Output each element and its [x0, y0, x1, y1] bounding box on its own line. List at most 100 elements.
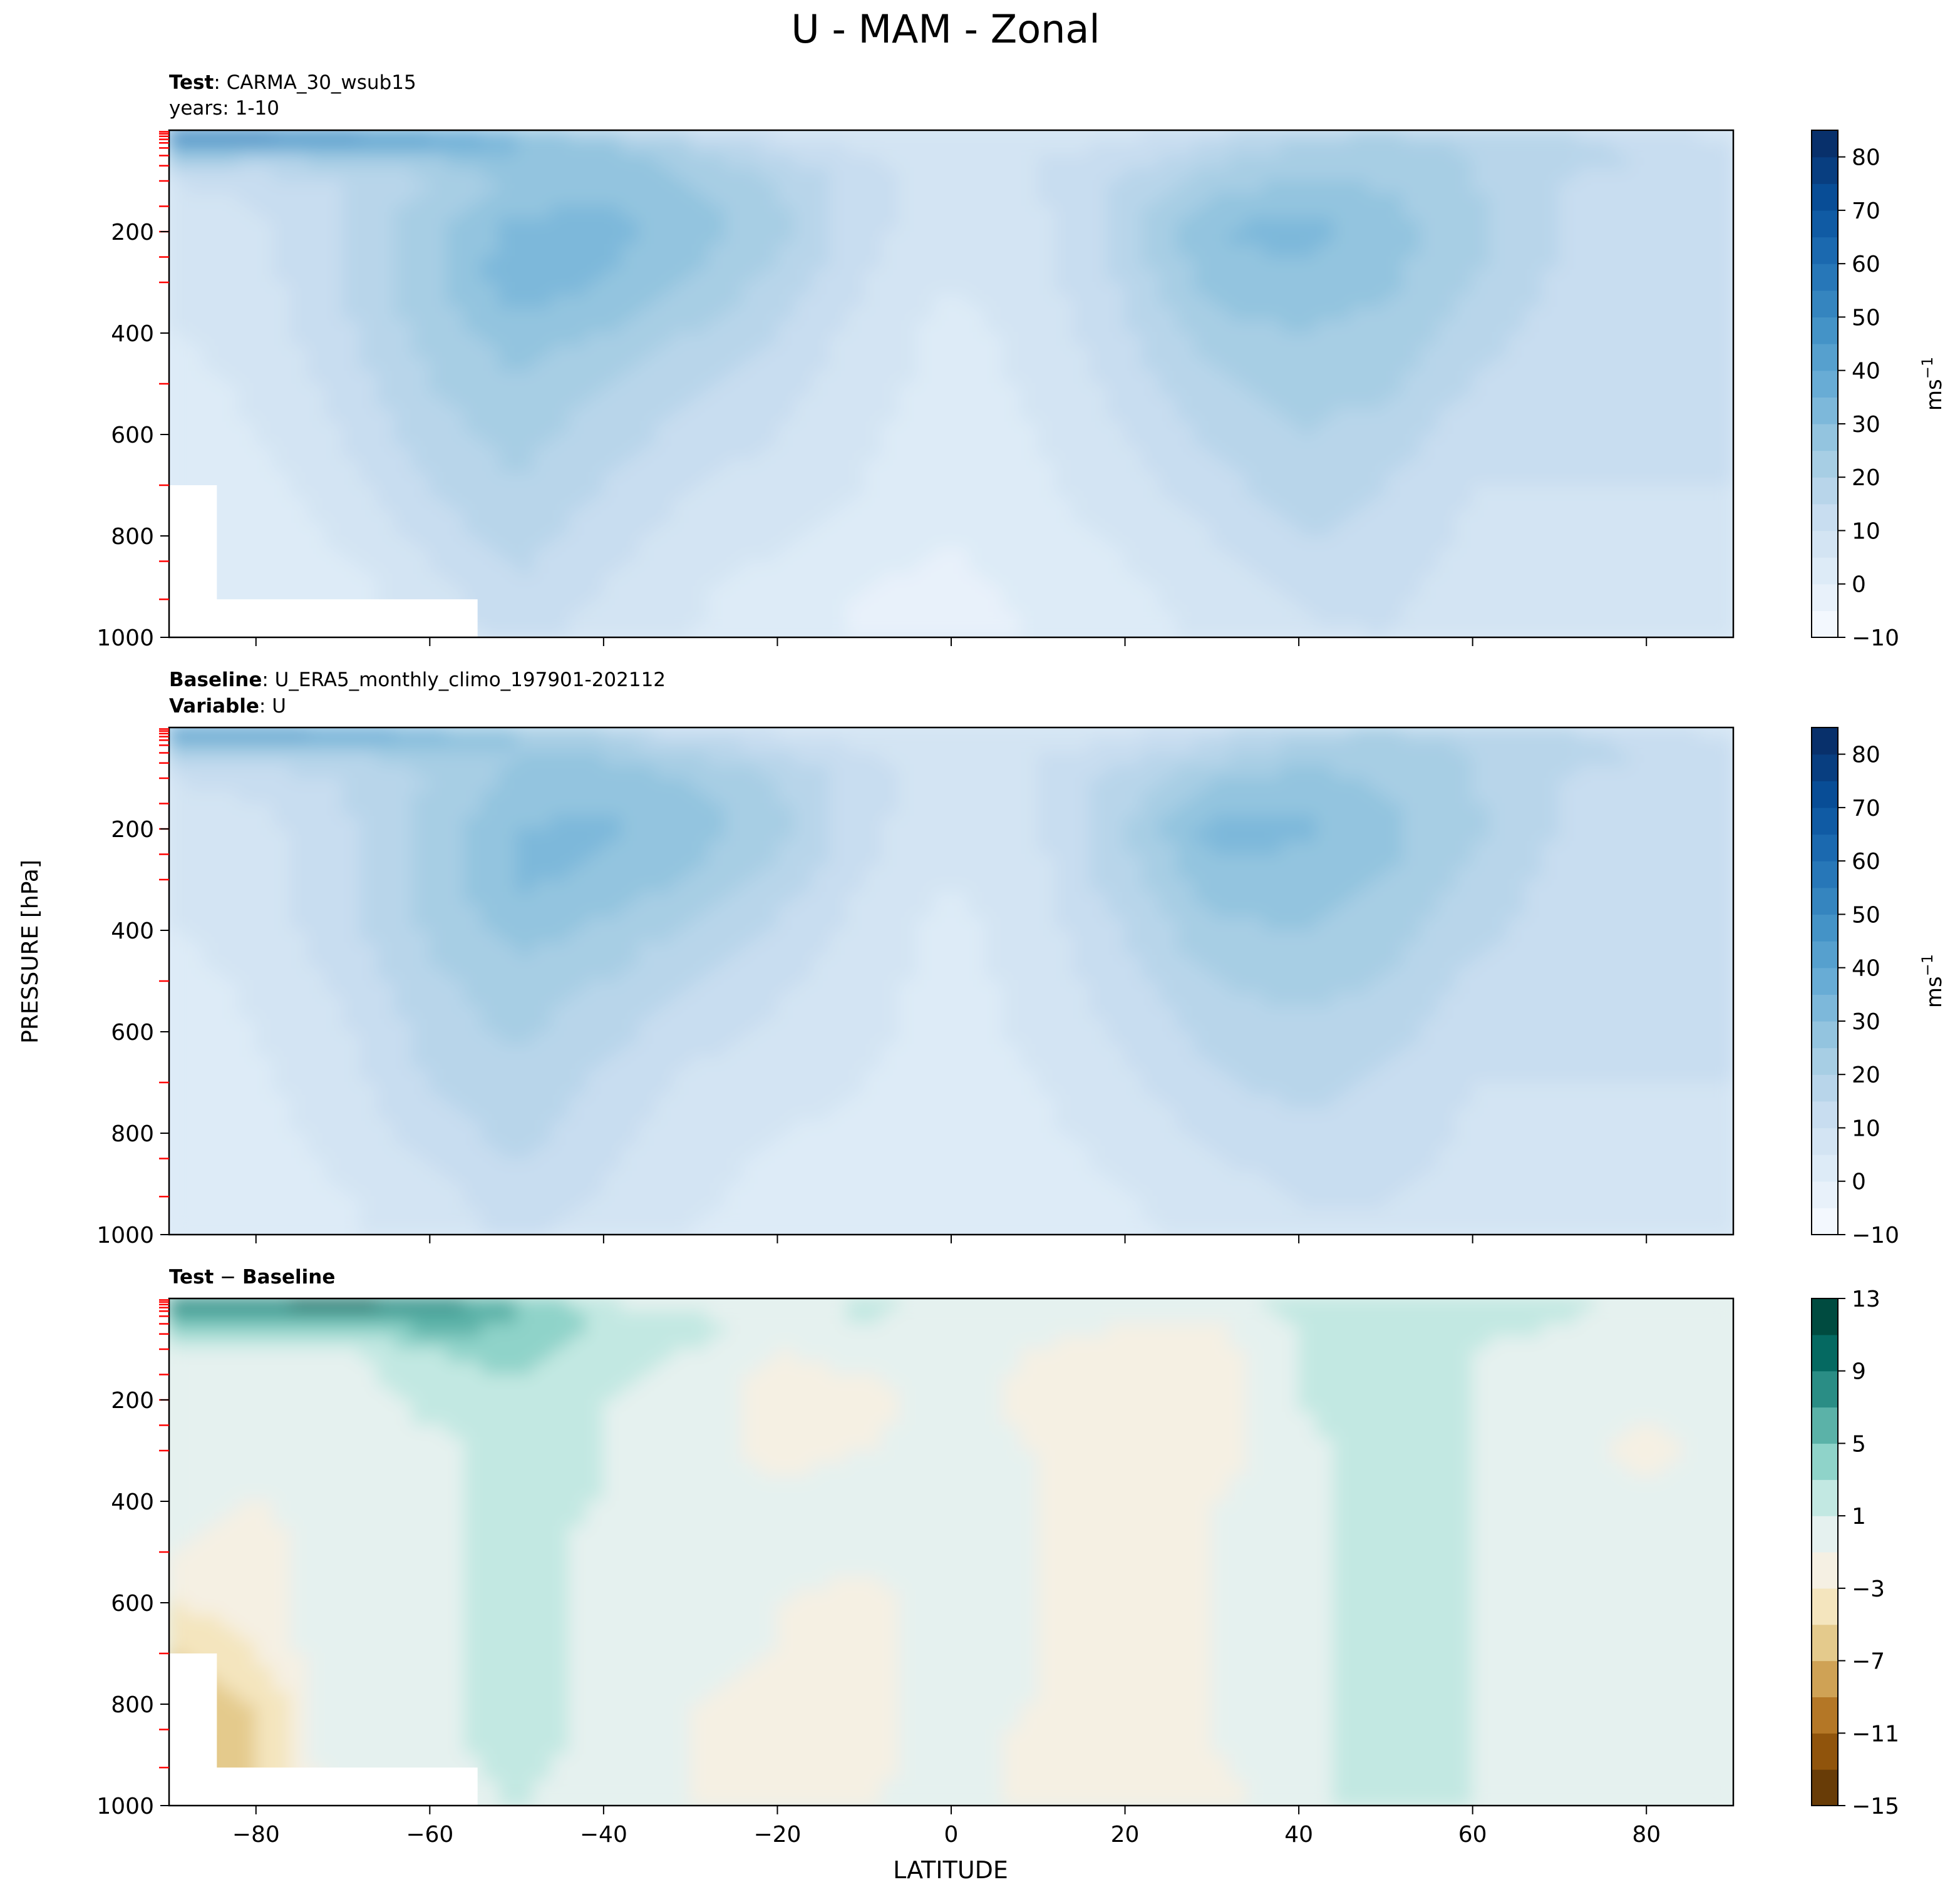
- field-cell: [1559, 358, 1577, 372]
- field-cell: [881, 421, 900, 435]
- field-cell: [568, 155, 587, 169]
- field-cell: [673, 816, 691, 830]
- field-cell: [742, 548, 761, 562]
- field-cell: [690, 905, 709, 918]
- field-cell: [760, 345, 778, 359]
- field-cell: [168, 269, 187, 283]
- field-cell: [204, 409, 222, 423]
- field-cell: [847, 892, 865, 905]
- field-cell: [464, 180, 483, 194]
- field-cell: [881, 727, 900, 741]
- field-cell: [1264, 320, 1282, 334]
- field-cell: [568, 168, 587, 182]
- field-cell: [1576, 231, 1595, 245]
- colorbar-bin: [1812, 237, 1838, 264]
- field-cell: [1663, 345, 1682, 359]
- field-cell: [1298, 599, 1317, 612]
- field-cell: [290, 753, 309, 766]
- field-cell: [1611, 739, 1630, 753]
- field-cell: [1229, 396, 1247, 409]
- field-cell: [864, 269, 882, 283]
- field-cell: [377, 841, 396, 855]
- field-cell: [1142, 739, 1160, 753]
- field-cell: [1090, 753, 1108, 766]
- field-cell: [534, 396, 552, 409]
- field-cell: [1437, 358, 1456, 372]
- field-cell: [1055, 510, 1074, 524]
- field-cell: [343, 727, 361, 741]
- field-cell: [551, 535, 570, 549]
- field-cell: [395, 485, 413, 498]
- field-cell: [881, 778, 900, 791]
- field-cell: [1385, 816, 1404, 830]
- field-cell: [568, 396, 587, 409]
- field-cell: [1507, 168, 1525, 182]
- field-cell: [1403, 510, 1421, 524]
- field-cell: [1003, 409, 1021, 423]
- field-cell: [1368, 421, 1386, 435]
- field-cell: [255, 180, 274, 194]
- field-cell: [1003, 231, 1021, 245]
- field-cell: [1646, 727, 1664, 741]
- field-cell: [1264, 231, 1282, 245]
- field-cell: [1281, 218, 1299, 232]
- colorbar-tick-label: 20: [1852, 465, 1880, 491]
- field-cell: [725, 753, 743, 766]
- field-cell: [395, 727, 413, 741]
- field-cell: [881, 446, 900, 460]
- field-cell: [655, 218, 674, 232]
- field-cell: [1420, 383, 1438, 397]
- field-cell: [1594, 510, 1612, 524]
- field-cell: [551, 866, 570, 880]
- field-cell: [446, 358, 465, 372]
- field-cell: [1316, 816, 1334, 830]
- field-cell: [1524, 879, 1543, 893]
- field-cell: [1350, 523, 1369, 537]
- field-cell: [1316, 257, 1334, 270]
- field-cell: [1472, 892, 1491, 905]
- field-cell: [1437, 446, 1456, 460]
- field-cell: [516, 573, 535, 587]
- field-cell: [377, 383, 396, 397]
- field-cell: [707, 905, 726, 918]
- field-cell: [1107, 778, 1126, 791]
- field-cell: [498, 193, 517, 207]
- field-cell: [847, 294, 865, 308]
- field-cell: [1472, 828, 1491, 842]
- field-cell: [1159, 383, 1178, 397]
- field-cell: [1472, 778, 1491, 791]
- field-cell: [1542, 257, 1560, 270]
- field-cell: [238, 358, 257, 372]
- field-cell: [585, 383, 604, 397]
- field-cell: [568, 460, 587, 473]
- field-cell: [464, 866, 483, 880]
- field-cell: [794, 345, 813, 359]
- field-cell: [864, 497, 882, 511]
- field-cell: [1385, 282, 1404, 296]
- field-cell: [1698, 371, 1717, 384]
- variable-label: Variable: [169, 695, 259, 717]
- field-cell: [968, 816, 987, 830]
- field-cell: [1211, 879, 1230, 893]
- field-cell: [568, 371, 587, 384]
- field-cell: [1107, 320, 1126, 334]
- field-cell: [1698, 612, 1717, 625]
- field-cell: [1159, 854, 1178, 868]
- field-cell: [1403, 409, 1421, 423]
- field-cell: [1420, 257, 1438, 270]
- field-cell: [621, 548, 639, 562]
- field-cell: [603, 485, 622, 498]
- field-cell: [1559, 803, 1577, 817]
- field-cell: [412, 753, 431, 766]
- field-cell: [464, 854, 483, 868]
- field-cell: [707, 803, 726, 817]
- field-cell: [1681, 446, 1700, 460]
- field-cell: [812, 282, 830, 296]
- field-cell: [446, 345, 465, 359]
- field-cell: [1125, 244, 1143, 257]
- field-cell: [829, 790, 848, 804]
- field-cell: [1715, 866, 1734, 880]
- field-cell: [742, 257, 761, 270]
- field-cell: [899, 879, 917, 893]
- field-cell: [1194, 599, 1213, 612]
